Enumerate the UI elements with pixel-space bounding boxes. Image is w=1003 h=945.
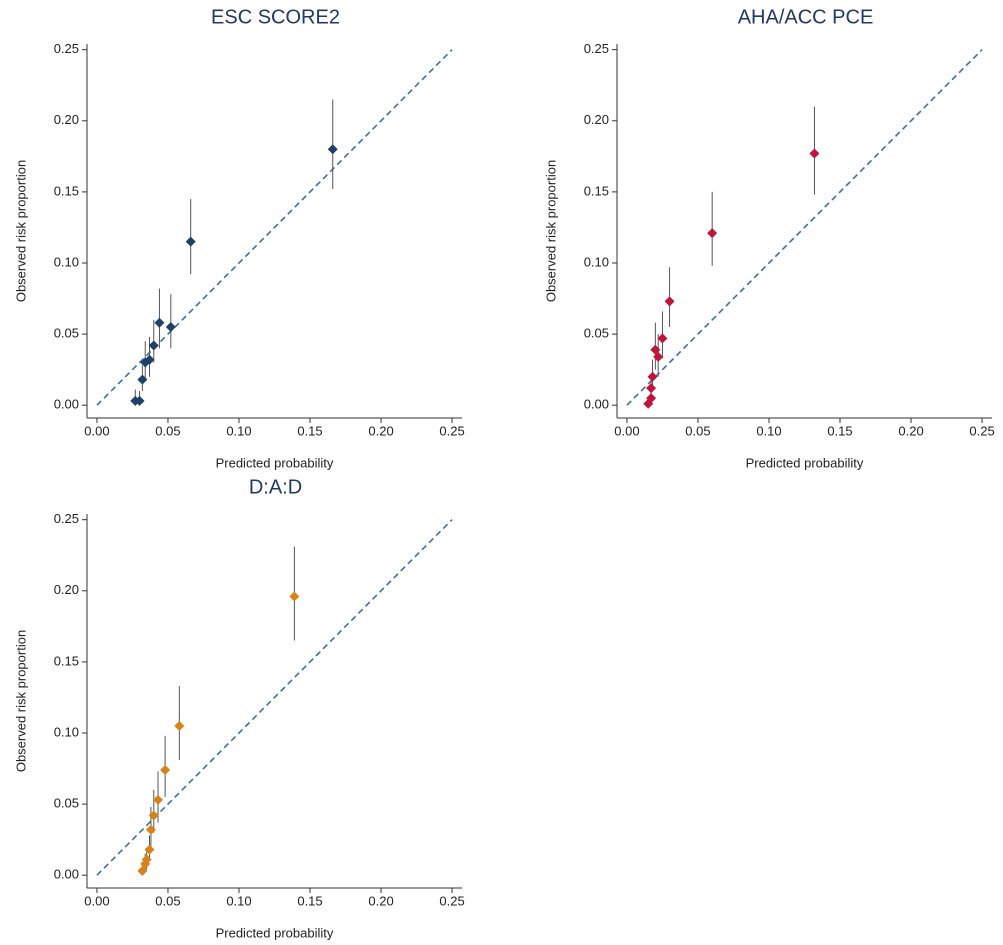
y-tick-label: 0.15: [54, 183, 79, 198]
x-tick-label: 0.20: [898, 423, 923, 438]
x-tick-label: 0.10: [756, 423, 781, 438]
point: [174, 720, 185, 731]
x-tick-label: 0.25: [439, 893, 464, 908]
point: [160, 764, 171, 775]
y-tick-label: 0.05: [54, 796, 79, 811]
point: [327, 144, 338, 155]
x-tick-label: 0.05: [155, 893, 180, 908]
point: [653, 351, 664, 362]
point: [809, 148, 820, 159]
y-tick-label: 0.20: [54, 582, 79, 597]
x-tick-label: 0.05: [155, 423, 180, 438]
y-tick-label: 0.25: [54, 41, 79, 56]
y-axis-label: Observed risk proportion: [13, 160, 28, 302]
point: [165, 321, 176, 332]
point: [646, 393, 657, 404]
y-tick-label: 0.00: [584, 397, 609, 412]
y-tick-label: 0.20: [584, 112, 609, 127]
point: [664, 296, 675, 307]
point: [154, 317, 165, 328]
point: [185, 236, 196, 247]
point: [646, 383, 657, 394]
y-tick-label: 0.10: [54, 254, 79, 269]
panel: D:A:D 0.00 0.05 0.10 0.15 0.20 0.25 0.00 0.05 0.1…: [13, 476, 464, 940]
y-axis-label: Observed risk proportion: [13, 630, 28, 772]
point: [153, 794, 164, 805]
x-tick-label: 0.15: [297, 893, 322, 908]
y-tick-label: 0.25: [54, 511, 79, 526]
y-tick-label: 0.05: [54, 326, 79, 341]
y-tick-label: 0.10: [584, 254, 609, 269]
point: [144, 844, 155, 855]
y-tick-label: 0.05: [584, 326, 609, 341]
x-tick-label: 0.25: [439, 423, 464, 438]
y-tick-label: 0.25: [584, 41, 609, 56]
chart-title: D:A:D: [249, 476, 302, 498]
panel: ESC SCORE2 0.00 0.05 0.10 0.15 0.20 0.25 0.00 0.…: [13, 6, 464, 470]
x-axis-label: Predicted probability: [216, 925, 334, 940]
point: [707, 228, 718, 239]
identity-line: [96, 519, 453, 876]
x-tick-label: 0.15: [827, 423, 852, 438]
x-tick-label: 0.25: [969, 423, 994, 438]
identity-line: [96, 49, 453, 406]
y-tick-label: 0.15: [584, 183, 609, 198]
point: [148, 340, 159, 351]
x-tick-label: 0.20: [368, 893, 393, 908]
point: [289, 591, 300, 602]
identity-line: [626, 49, 983, 406]
x-tick-label: 0.10: [226, 423, 251, 438]
y-tick-label: 0.00: [54, 867, 79, 882]
x-axis-label: Predicted probability: [216, 455, 334, 470]
chart-title: ESC SCORE2: [211, 6, 340, 28]
y-axis-label: Observed risk proportion: [543, 160, 558, 302]
point: [145, 824, 156, 835]
point: [137, 374, 148, 385]
x-tick-label: 0.05: [685, 423, 710, 438]
x-tick-label: 0.00: [84, 423, 109, 438]
x-tick-label: 0.10: [226, 893, 251, 908]
x-tick-label: 0.00: [84, 893, 109, 908]
y-tick-label: 0.15: [54, 653, 79, 668]
point: [140, 858, 151, 869]
x-tick-label: 0.15: [297, 423, 322, 438]
y-tick-label: 0.00: [54, 397, 79, 412]
point: [148, 810, 159, 821]
y-tick-label: 0.10: [54, 724, 79, 739]
x-axis-label: Predicted probability: [746, 455, 864, 470]
point: [134, 395, 145, 406]
y-tick-label: 0.20: [54, 112, 79, 127]
x-tick-label: 0.20: [368, 423, 393, 438]
point: [650, 344, 661, 355]
panel: AHA/ACC PCE 0.00 0.05 0.10 0.15 0.20 0.25 0.00 0…: [543, 6, 994, 470]
point: [141, 854, 152, 865]
point: [144, 354, 155, 365]
x-tick-label: 0.00: [614, 423, 639, 438]
point: [647, 371, 658, 382]
chart-title: AHA/ACC PCE: [738, 6, 874, 28]
point: [657, 333, 668, 344]
